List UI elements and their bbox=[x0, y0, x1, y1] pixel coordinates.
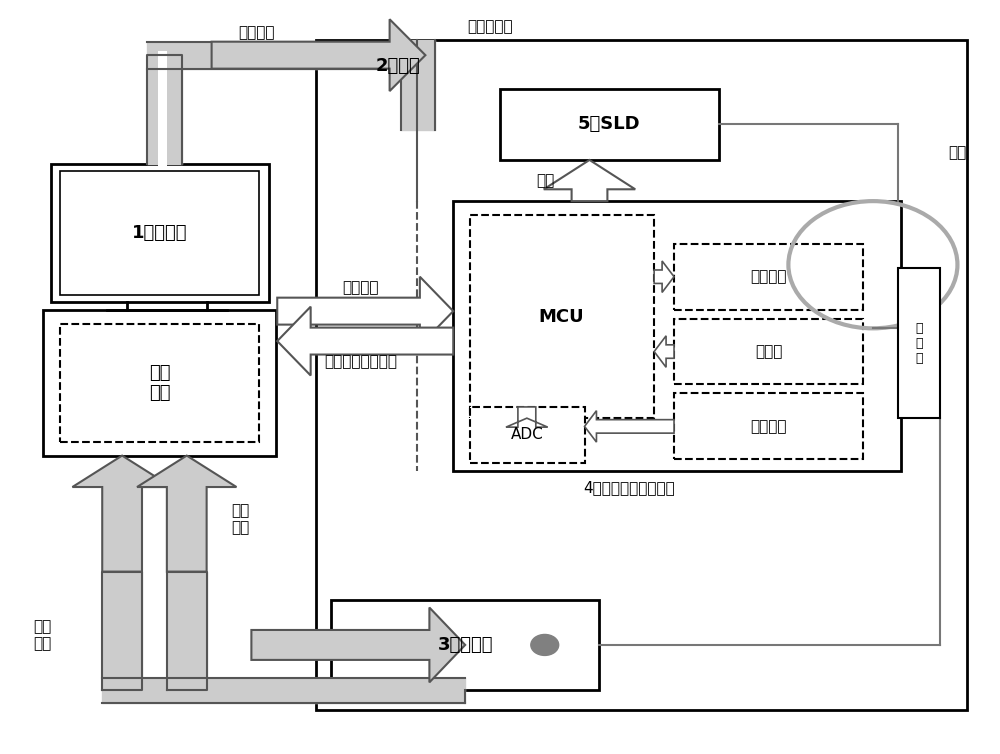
Text: 3、光谱仪: 3、光谱仪 bbox=[437, 636, 493, 654]
Bar bbox=[60, 171, 259, 295]
Polygon shape bbox=[654, 336, 674, 367]
Text: 控制信号: 控制信号 bbox=[238, 25, 275, 40]
Polygon shape bbox=[401, 40, 435, 130]
Text: ADC: ADC bbox=[510, 427, 543, 442]
Bar bbox=[674, 394, 863, 459]
Polygon shape bbox=[654, 261, 674, 293]
Polygon shape bbox=[585, 411, 674, 442]
Bar bbox=[674, 244, 863, 310]
Polygon shape bbox=[277, 307, 453, 375]
Bar bbox=[331, 600, 599, 690]
Text: 温控指令: 温控指令 bbox=[343, 280, 379, 295]
Text: 1、计算机: 1、计算机 bbox=[132, 223, 188, 241]
Bar bbox=[51, 164, 269, 302]
Text: 温控电路: 温控电路 bbox=[750, 269, 787, 284]
Text: 光功率计: 光功率计 bbox=[750, 419, 787, 434]
Polygon shape bbox=[102, 678, 465, 703]
Text: 控制
信号: 控制 信号 bbox=[33, 619, 52, 651]
Bar bbox=[43, 310, 276, 455]
Text: 温筱控制器: 温筱控制器 bbox=[467, 20, 513, 34]
Polygon shape bbox=[147, 41, 381, 69]
Polygon shape bbox=[147, 55, 182, 164]
Text: 2、温筱: 2、温筱 bbox=[376, 57, 420, 75]
Text: 温控: 温控 bbox=[536, 173, 555, 188]
Polygon shape bbox=[137, 455, 236, 572]
Polygon shape bbox=[102, 572, 142, 690]
Polygon shape bbox=[251, 608, 465, 682]
Bar bbox=[316, 40, 967, 710]
Polygon shape bbox=[72, 455, 172, 572]
Bar bbox=[500, 89, 719, 160]
Polygon shape bbox=[544, 160, 635, 201]
Text: 标定
算法: 标定 算法 bbox=[149, 363, 171, 403]
Text: 耦
合
器: 耦 合 器 bbox=[915, 322, 922, 365]
Bar bbox=[470, 407, 585, 463]
Bar bbox=[470, 215, 654, 418]
Polygon shape bbox=[167, 572, 207, 690]
Text: 出纤: 出纤 bbox=[948, 145, 967, 160]
Text: MCU: MCU bbox=[539, 308, 584, 326]
Bar bbox=[60, 324, 259, 442]
Bar bbox=[674, 319, 863, 385]
Text: 5、SLD: 5、SLD bbox=[578, 115, 641, 133]
Polygon shape bbox=[277, 277, 453, 345]
Bar bbox=[898, 268, 940, 418]
Polygon shape bbox=[212, 20, 425, 91]
Text: 环境温度、光功率: 环境温度、光功率 bbox=[324, 354, 397, 369]
Text: 测试
结果: 测试 结果 bbox=[232, 503, 250, 535]
Text: 温度计: 温度计 bbox=[755, 344, 782, 359]
Polygon shape bbox=[506, 407, 548, 428]
Text: 4、光强反馈温补电路: 4、光强反馈温补电路 bbox=[583, 480, 675, 495]
Circle shape bbox=[531, 634, 559, 655]
Bar bbox=[453, 201, 901, 470]
